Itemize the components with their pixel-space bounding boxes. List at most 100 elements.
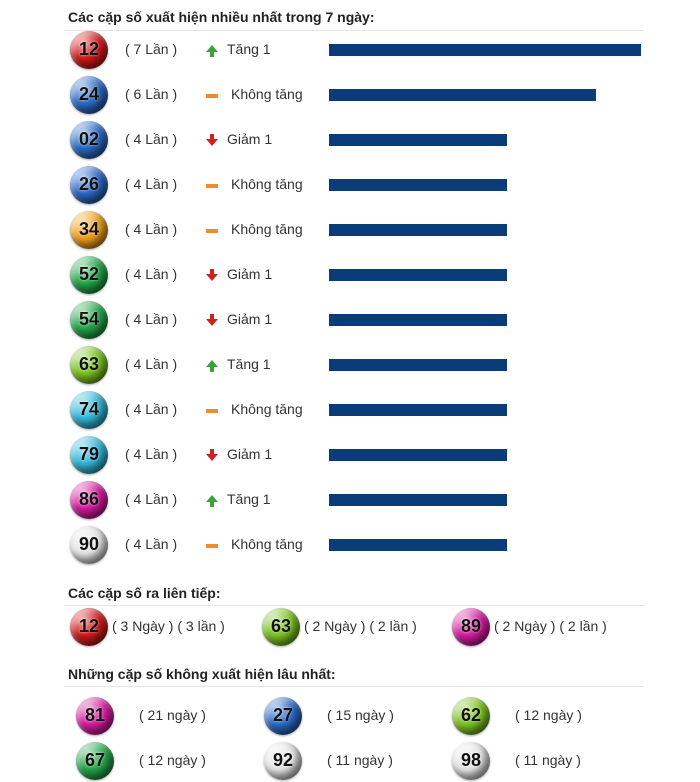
ball-number: 63 bbox=[78, 353, 100, 374]
ball-number: 90 bbox=[78, 533, 100, 554]
trend-label: Không tăng bbox=[231, 536, 303, 552]
number-ball: 62 bbox=[452, 697, 490, 735]
arrow-up-icon bbox=[206, 360, 218, 372]
ball-number: 54 bbox=[78, 308, 100, 329]
trend-label: Tăng 1 bbox=[227, 491, 271, 507]
trend-label: Tăng 1 bbox=[227, 41, 271, 57]
ball-number: 27 bbox=[272, 704, 294, 725]
number-ball: 12 bbox=[70, 608, 108, 646]
frequency-bar bbox=[329, 269, 507, 281]
no-change-icon bbox=[206, 544, 218, 548]
number-ball: 63 bbox=[70, 346, 108, 384]
arrow-down-icon bbox=[206, 314, 218, 326]
ball-number: 81 bbox=[84, 704, 106, 725]
count-label: ( 4 Lần ) bbox=[125, 401, 178, 417]
divider bbox=[64, 686, 644, 687]
arrow-down-icon bbox=[206, 134, 218, 146]
divider bbox=[64, 30, 644, 31]
ball-number: 26 bbox=[78, 173, 100, 194]
frequency-bar bbox=[329, 359, 507, 371]
count-label: ( 4 Lần ) bbox=[125, 176, 178, 192]
count-label: ( 4 Lần ) bbox=[125, 221, 178, 237]
absent-days: ( 15 ngày ) bbox=[327, 707, 394, 723]
arrow-up-icon bbox=[206, 495, 218, 507]
count-label: ( 4 Lần ) bbox=[125, 311, 178, 327]
ball-number: 98 bbox=[460, 749, 482, 770]
number-ball: 12 bbox=[70, 31, 108, 69]
ball-number: 86 bbox=[78, 488, 100, 509]
count-label: ( 4 Lần ) bbox=[125, 491, 178, 507]
absent-days: ( 11 ngày ) bbox=[515, 752, 581, 768]
ball-number: 74 bbox=[78, 398, 100, 419]
arrow-down-icon bbox=[206, 449, 218, 461]
trend-label: Giảm 1 bbox=[227, 446, 273, 462]
number-ball: 02 bbox=[70, 121, 108, 159]
arrow-up-icon bbox=[206, 45, 218, 57]
number-ball: 92 bbox=[264, 742, 302, 780]
frequency-bar bbox=[329, 449, 507, 461]
count-label: ( 4 Lần ) bbox=[125, 446, 178, 462]
number-ball: 89 bbox=[452, 608, 490, 646]
number-ball: 90 bbox=[70, 526, 108, 564]
count-label: ( 6 Lần ) bbox=[125, 86, 178, 102]
number-ball: 27 bbox=[264, 697, 302, 735]
number-ball: 63 bbox=[262, 608, 300, 646]
no-change-icon bbox=[206, 94, 218, 98]
frequency-bar bbox=[329, 404, 507, 416]
divider bbox=[64, 605, 644, 606]
absent-days: ( 11 ngày ) bbox=[327, 752, 393, 768]
trend-label: Tăng 1 bbox=[227, 356, 271, 372]
most-frequent-title: Các cặp số xuất hiện nhiều nhất trong 7 … bbox=[68, 9, 375, 25]
number-ball: 24 bbox=[70, 76, 108, 114]
count-label: ( 4 Lần ) bbox=[125, 266, 178, 282]
trend-label: Giảm 1 bbox=[227, 131, 273, 147]
trend-label: Không tăng bbox=[231, 401, 303, 417]
number-ball: 79 bbox=[70, 436, 108, 474]
number-ball: 74 bbox=[70, 391, 108, 429]
number-ball: 67 bbox=[76, 742, 114, 780]
absent-days: ( 12 ngày ) bbox=[515, 707, 582, 723]
count-label: ( 7 Lần ) bbox=[125, 41, 178, 57]
count-label: ( 4 Lần ) bbox=[125, 536, 178, 552]
consecutive-info: ( 2 Ngày ) ( 2 lần ) bbox=[494, 618, 607, 634]
number-ball: 34 bbox=[70, 211, 108, 249]
number-ball: 86 bbox=[70, 481, 108, 519]
ball-number: 89 bbox=[460, 615, 482, 636]
consecutive-info: ( 3 Ngày ) ( 3 lần ) bbox=[112, 618, 225, 634]
trend-label: Giảm 1 bbox=[227, 311, 273, 327]
consecutive-title: Các cặp số ra liên tiếp: bbox=[68, 585, 221, 601]
frequency-bar bbox=[329, 44, 641, 56]
number-ball: 26 bbox=[70, 166, 108, 204]
trend-label: Giảm 1 bbox=[227, 266, 273, 282]
absent-days: ( 12 ngày ) bbox=[139, 752, 206, 768]
ball-number: 67 bbox=[84, 749, 106, 770]
ball-number: 62 bbox=[460, 704, 482, 725]
frequency-bar bbox=[329, 494, 507, 506]
consecutive-info: ( 2 Ngày ) ( 2 lần ) bbox=[304, 618, 417, 634]
frequency-bar bbox=[329, 224, 507, 236]
ball-number: 52 bbox=[78, 263, 100, 284]
no-change-icon bbox=[206, 229, 218, 233]
ball-number: 92 bbox=[272, 749, 294, 770]
frequency-bar bbox=[329, 314, 507, 326]
ball-number: 24 bbox=[78, 83, 100, 104]
trend-label: Không tăng bbox=[231, 86, 303, 102]
absent-days: ( 21 ngày ) bbox=[139, 707, 206, 723]
frequency-bar bbox=[329, 134, 507, 146]
absent-title: Những cặp số không xuất hiện lâu nhất: bbox=[68, 666, 336, 682]
number-ball: 52 bbox=[70, 256, 108, 294]
number-ball: 81 bbox=[76, 697, 114, 735]
ball-number: 02 bbox=[78, 128, 100, 149]
frequency-bar bbox=[329, 89, 596, 101]
ball-number: 63 bbox=[270, 615, 292, 636]
count-label: ( 4 Lần ) bbox=[125, 356, 178, 372]
trend-label: Không tăng bbox=[231, 221, 303, 237]
ball-number: 12 bbox=[78, 38, 100, 59]
ball-number: 34 bbox=[78, 218, 100, 239]
arrow-down-icon bbox=[206, 269, 218, 281]
number-ball: 54 bbox=[70, 301, 108, 339]
no-change-icon bbox=[206, 409, 218, 413]
frequency-bar bbox=[329, 539, 507, 551]
ball-number: 12 bbox=[78, 615, 100, 636]
no-change-icon bbox=[206, 184, 218, 188]
